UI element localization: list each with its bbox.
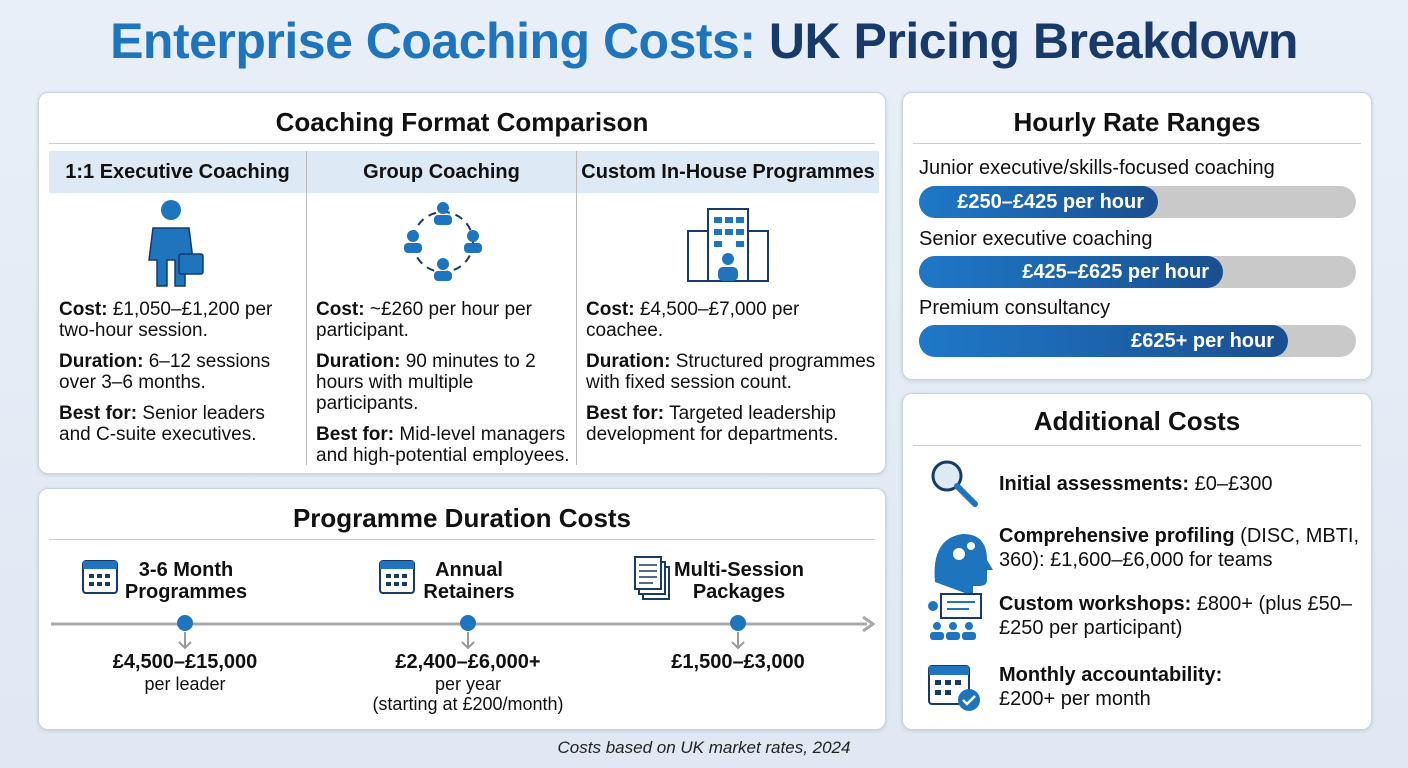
- item-label: Best for:: [586, 403, 665, 424]
- panel-title: Hourly Rate Ranges: [1013, 107, 1261, 137]
- divider: [306, 151, 307, 465]
- rate-name: Junior executive/skills-focused coaching: [919, 157, 1275, 179]
- item-text: Mid-level managers and high-potential em…: [316, 424, 570, 466]
- item-text: £1,050–£1,200 per two-hour session.: [59, 299, 273, 341]
- panel-title: Additional Costs: [1033, 406, 1241, 436]
- rate-name: Senior executive coaching: [919, 228, 1153, 250]
- additional-panel: Additional Costs Initial assessments: £0…: [902, 393, 1372, 730]
- item-label: Cost:: [59, 299, 108, 320]
- duration-note: per year: [434, 674, 502, 694]
- item-text: £800+ (plus £50–£250 per participant): [999, 593, 1352, 639]
- column-text: Cost: £1,050–£1,200 per two-hour session…: [59, 299, 299, 455]
- duration-price: £1,500–£3,000: [671, 651, 805, 673]
- rule: [49, 143, 875, 144]
- item-text: 90 minutes to 2 hours with multiple part…: [316, 351, 536, 414]
- item: Best for: Targeted leadership developmen…: [586, 403, 876, 445]
- item-text: Senior leaders and C-suite executives.: [59, 403, 265, 445]
- formats-panel: Coaching Format Comparison 1:1 Executive…: [38, 92, 886, 474]
- rate-track: £425–£625 per hour: [919, 256, 1356, 288]
- item-text: £0–£300: [1194, 473, 1273, 495]
- duration-item: £2,400–£6,000+ per year (starting at £200/…: [338, 651, 598, 714]
- item-label: Best for:: [59, 403, 138, 424]
- panel-title: Coaching Format Comparison: [275, 107, 649, 137]
- executive-icon: [148, 200, 204, 287]
- item-label: Duration:: [59, 351, 144, 372]
- building-icon: [687, 208, 769, 282]
- duration-panel: Programme Duration Costs 3-6 Month Progr…: [38, 488, 886, 730]
- item-label: Comprehensive profiling: [999, 525, 1235, 547]
- additional-item: Comprehensive profiling (DISC, MBTI, 360…: [999, 524, 1369, 572]
- item-text: ~£260 per hour per participant.: [316, 299, 532, 341]
- item: Cost: ~£260 per hour per participant.: [316, 299, 571, 341]
- item-label: Duration:: [316, 351, 401, 372]
- item: Best for: Senior leaders and C-suite exe…: [59, 403, 299, 445]
- hourly-panel: Hourly Rate Ranges Junior executive/skil…: [902, 92, 1372, 380]
- footer-note: Costs based on UK market rates, 2024: [557, 738, 851, 757]
- item-label: Cost:: [586, 299, 635, 320]
- column-text: Cost: £4,500–£7,000 per coachee. Duratio…: [586, 299, 876, 455]
- item-label: Cost:: [316, 299, 365, 320]
- rule: [49, 539, 875, 540]
- item-text: £200+ per month: [999, 688, 1151, 710]
- title-part: Enterprise Coaching Costs:: [110, 13, 756, 69]
- group-icon: [404, 202, 482, 281]
- rate-bar: £625+ per hour: [919, 325, 1288, 357]
- item: Cost: £1,050–£1,200 per two-hour session…: [59, 299, 299, 341]
- rate-name: Premium consultancy: [919, 297, 1111, 319]
- rate-track: £250–£425 per hour: [919, 186, 1356, 218]
- item: Duration: 6–12 sessions over 3–6 months.: [59, 351, 299, 393]
- item-text: £4,500–£7,000 per coachee.: [586, 299, 800, 341]
- column-header: Group Coaching: [307, 151, 576, 193]
- item-text: Targeted leadership development for depa…: [586, 403, 839, 445]
- item: Cost: £4,500–£7,000 per coachee.: [586, 299, 876, 341]
- item-text: 6–12 sessions over 3–6 months.: [59, 351, 271, 393]
- item-text: (DISC, MBTI, 360): £1,600–£6,000 for tea…: [999, 525, 1360, 571]
- column-text: Cost: ~£260 per hour per participant. Du…: [316, 299, 571, 476]
- duration-label: 3-6 Month Programmes: [124, 559, 248, 603]
- item: Duration: 90 minutes to 2 hours with mul…: [316, 351, 571, 414]
- column-header: Custom In-House Programmes: [577, 151, 879, 193]
- duration-note: per leader: [144, 674, 226, 694]
- additional-icons: [928, 460, 993, 711]
- item-label: Duration:: [586, 351, 671, 372]
- rate-bar: £250–£425 per hour: [919, 186, 1158, 218]
- duration-label: Multi-Session Packages: [673, 559, 804, 603]
- panel-title: Programme Duration Costs: [292, 503, 632, 533]
- item-label: Best for:: [316, 424, 395, 445]
- item-label: Initial assessments:: [999, 473, 1190, 495]
- divider: [576, 151, 577, 465]
- duration-price: £4,500–£15,000: [112, 651, 258, 673]
- duration-price: £2,400–£6,000+: [395, 651, 541, 673]
- duration-item: £4,500–£15,000 per leader: [55, 651, 315, 694]
- duration-note: (starting at £200/month): [372, 694, 564, 714]
- page-title: Enterprise Coaching Costs: UK Pricing Br…: [0, 12, 1408, 70]
- additional-item: Custom workshops: £800+ (plus £50–£250 p…: [999, 592, 1369, 640]
- item: Best for: Mid-level managers and high-po…: [316, 424, 571, 466]
- additional-item: Initial assessments: £0–£300: [999, 472, 1369, 496]
- additional-item: Monthly accountability: £200+ per month: [999, 663, 1239, 711]
- duration-label: Annual Retainers: [423, 559, 515, 603]
- rate-track: £625+ per hour: [919, 325, 1356, 357]
- rate-bar: £425–£625 per hour: [919, 256, 1223, 288]
- item-label: Custom workshops:: [999, 593, 1192, 615]
- column-header: 1:1 Executive Coaching: [49, 151, 306, 193]
- rule: [913, 445, 1361, 446]
- item-label: Monthly accountability:: [999, 664, 1223, 686]
- duration-item: £1,500–£3,000: [608, 651, 868, 674]
- item-text: Structured programmes with fixed session…: [586, 351, 876, 393]
- rule: [913, 143, 1361, 144]
- timeline: [51, 556, 876, 650]
- title-part: UK Pricing Breakdown: [768, 13, 1299, 69]
- item: Duration: Structured programmes with fix…: [586, 351, 876, 393]
